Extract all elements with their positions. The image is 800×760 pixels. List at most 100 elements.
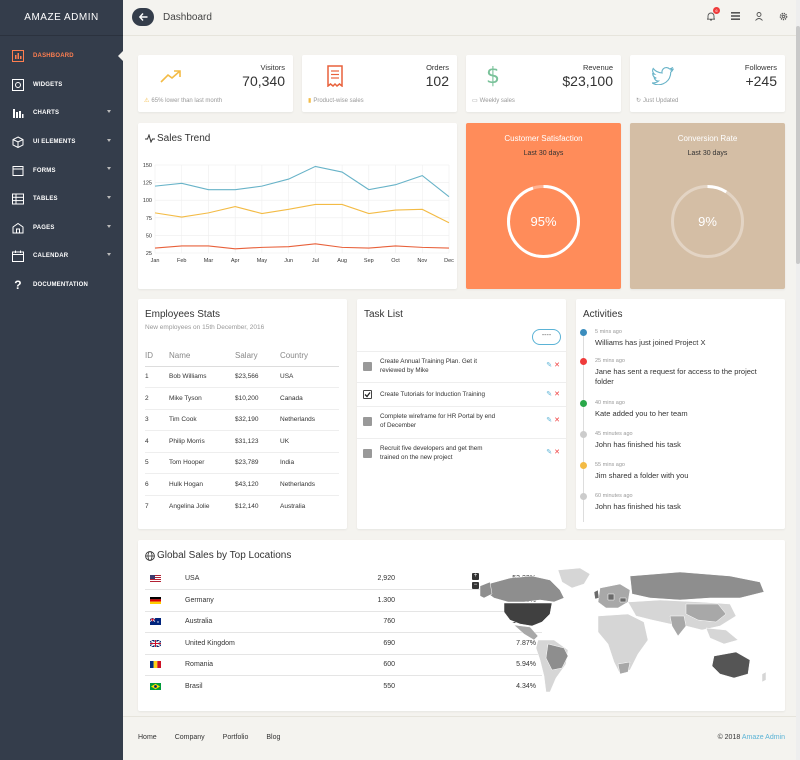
stat-footer: ↻ Just Updated bbox=[636, 97, 679, 105]
stat-footer: ⚠ 65% lower than last month bbox=[144, 97, 223, 105]
flag-cell bbox=[145, 632, 185, 655]
sidebar-item-pages[interactable]: PAGES bbox=[0, 214, 123, 243]
sidebar-item-charts[interactable]: CHARTS bbox=[0, 99, 123, 128]
page-scrollbar[interactable] bbox=[796, 0, 800, 760]
task-options-button[interactable]: ---- bbox=[532, 329, 561, 345]
table-cell: USA bbox=[280, 366, 339, 388]
table-cell: Tim Cook bbox=[169, 409, 235, 431]
globe-icon bbox=[145, 550, 155, 561]
map-region-romania bbox=[619, 597, 627, 603]
footer-link-home[interactable]: Home bbox=[138, 734, 157, 741]
delete-icon[interactable]: ✕ bbox=[554, 391, 560, 398]
map-region-canada bbox=[485, 575, 565, 603]
flag-cell bbox=[145, 568, 185, 590]
chevron-down-icon bbox=[107, 138, 111, 142]
table-header-row: ID Name Salary Country bbox=[145, 345, 339, 367]
activity-message: Jane has sent a request for access to th… bbox=[595, 367, 757, 386]
ring-progress bbox=[507, 185, 580, 258]
trend-up-icon bbox=[158, 63, 184, 89]
stat-footer: ▭ Weekly sales bbox=[472, 97, 515, 105]
table-cell: Brasil bbox=[185, 683, 203, 690]
map-zoom-out-button[interactable]: − bbox=[472, 582, 479, 589]
scrollbar-thumb[interactable] bbox=[796, 26, 800, 264]
table-cell: USA bbox=[185, 568, 325, 590]
task-actions: ✎ ✕ bbox=[546, 416, 560, 424]
activity-dot bbox=[580, 462, 587, 469]
activity-message: Jim shared a folder with you bbox=[595, 471, 689, 480]
chevron-down-icon bbox=[107, 195, 111, 199]
task-checkbox[interactable] bbox=[363, 362, 372, 371]
footer-link-portfolio[interactable]: Portfolio bbox=[222, 734, 249, 741]
map-region-india bbox=[669, 615, 687, 637]
edit-icon[interactable]: ✎ bbox=[546, 417, 553, 424]
task-checkbox[interactable] bbox=[363, 417, 372, 426]
sidebar-item-label: CHARTS bbox=[33, 110, 60, 117]
sidebar-item-widgets[interactable]: WIDGETS bbox=[0, 71, 123, 100]
notifications-button[interactable]: 6 bbox=[706, 7, 720, 21]
sidebar-item-label: PAGES bbox=[33, 224, 55, 231]
map-region-greenland bbox=[557, 568, 591, 589]
sidebar-item-documentation[interactable]: ? DOCUMENTATION bbox=[0, 271, 123, 300]
edit-icon[interactable]: ✎ bbox=[546, 391, 553, 398]
arrow-left-icon bbox=[138, 13, 147, 21]
footer-link-company[interactable]: Company bbox=[174, 734, 205, 741]
flag-cell bbox=[145, 654, 185, 676]
edit-icon[interactable]: ✎ bbox=[546, 449, 553, 456]
delete-icon[interactable]: ✕ bbox=[554, 362, 560, 369]
map-region-southeast-asia bbox=[705, 627, 739, 645]
map-region-uk bbox=[593, 589, 600, 600]
conversion-rate-card: Conversion Rate Last 30 days 9% bbox=[630, 123, 785, 289]
copyright: © 2018 Amaze Admin bbox=[717, 734, 785, 741]
x-tick-label: Oct bbox=[391, 258, 400, 264]
employees-stats-card: Employees Stats New employees on 15th De… bbox=[138, 299, 347, 529]
series-line-1 bbox=[154, 203, 450, 224]
delete-icon[interactable]: ✕ bbox=[554, 417, 560, 424]
tables-icon bbox=[12, 193, 24, 205]
list-view-button[interactable] bbox=[730, 11, 740, 21]
user-profile-button[interactable] bbox=[754, 11, 764, 21]
chevron-down-icon bbox=[107, 224, 111, 228]
activity-message: John has finished his task bbox=[595, 502, 681, 511]
table-cell: $23,789 bbox=[235, 452, 280, 474]
map-region-new-zealand bbox=[761, 671, 767, 683]
map-region-china bbox=[685, 603, 727, 623]
sidebar-item-calendar[interactable]: CALENDAR bbox=[0, 242, 123, 271]
sidebar-toggle-button[interactable] bbox=[132, 8, 154, 26]
table-row: 6 Hulk Hogan $43,120 Netherlands bbox=[145, 473, 339, 496]
world-map[interactable] bbox=[480, 568, 780, 698]
footer-link-blog[interactable]: Blog bbox=[266, 734, 281, 741]
settings-button[interactable] bbox=[778, 11, 788, 21]
table-cell: Philip Morris bbox=[169, 430, 235, 453]
table-cell: India bbox=[280, 452, 339, 474]
card-title: Employees Stats bbox=[145, 309, 221, 320]
table-cell: Canada bbox=[280, 387, 339, 410]
task-text: Create Tutorials for Induction Training bbox=[380, 391, 486, 398]
card-title: Activities bbox=[583, 309, 623, 320]
table-row: Brasil 550 4.34% bbox=[145, 676, 542, 698]
us-flag-icon bbox=[150, 574, 161, 582]
activity-dot bbox=[580, 358, 587, 365]
column-header: Country bbox=[280, 345, 339, 367]
table-cell: Mike Tyson bbox=[169, 387, 235, 410]
activities-card: Activities 5 mins ago Williams has just j… bbox=[576, 299, 785, 529]
table-cell: $10,200 bbox=[235, 387, 280, 410]
activity-dot bbox=[580, 329, 587, 336]
task-checkbox[interactable] bbox=[363, 449, 372, 458]
bell-icon bbox=[707, 12, 715, 20]
sidebar-item-forms[interactable]: FORMS bbox=[0, 156, 123, 185]
map-zoom-in-button[interactable]: + bbox=[472, 573, 479, 580]
task-actions: ✎ ✕ bbox=[546, 361, 560, 369]
x-tick-label: Nov bbox=[417, 258, 427, 264]
brand-logo[interactable]: AMAZE ADMIN bbox=[0, 0, 123, 36]
task-checkbox[interactable] bbox=[363, 390, 372, 399]
sidebar-item-ui-elements[interactable]: UI ELEMENTS bbox=[0, 128, 123, 157]
task-item: Recruit five developers and get them tra… bbox=[357, 438, 566, 472]
chevron-down-icon bbox=[107, 253, 111, 257]
sidebar-item-dashboard[interactable]: DASHBOARD bbox=[0, 42, 124, 71]
copyright-brand-link[interactable]: Amaze Admin bbox=[741, 734, 785, 741]
edit-icon[interactable]: ✎ bbox=[546, 362, 553, 369]
delete-icon[interactable]: ✕ bbox=[554, 449, 560, 456]
sidebar-item-tables[interactable]: TABLES bbox=[0, 185, 123, 214]
de-flag-icon bbox=[150, 596, 161, 604]
table-cell: 690 bbox=[325, 632, 395, 655]
